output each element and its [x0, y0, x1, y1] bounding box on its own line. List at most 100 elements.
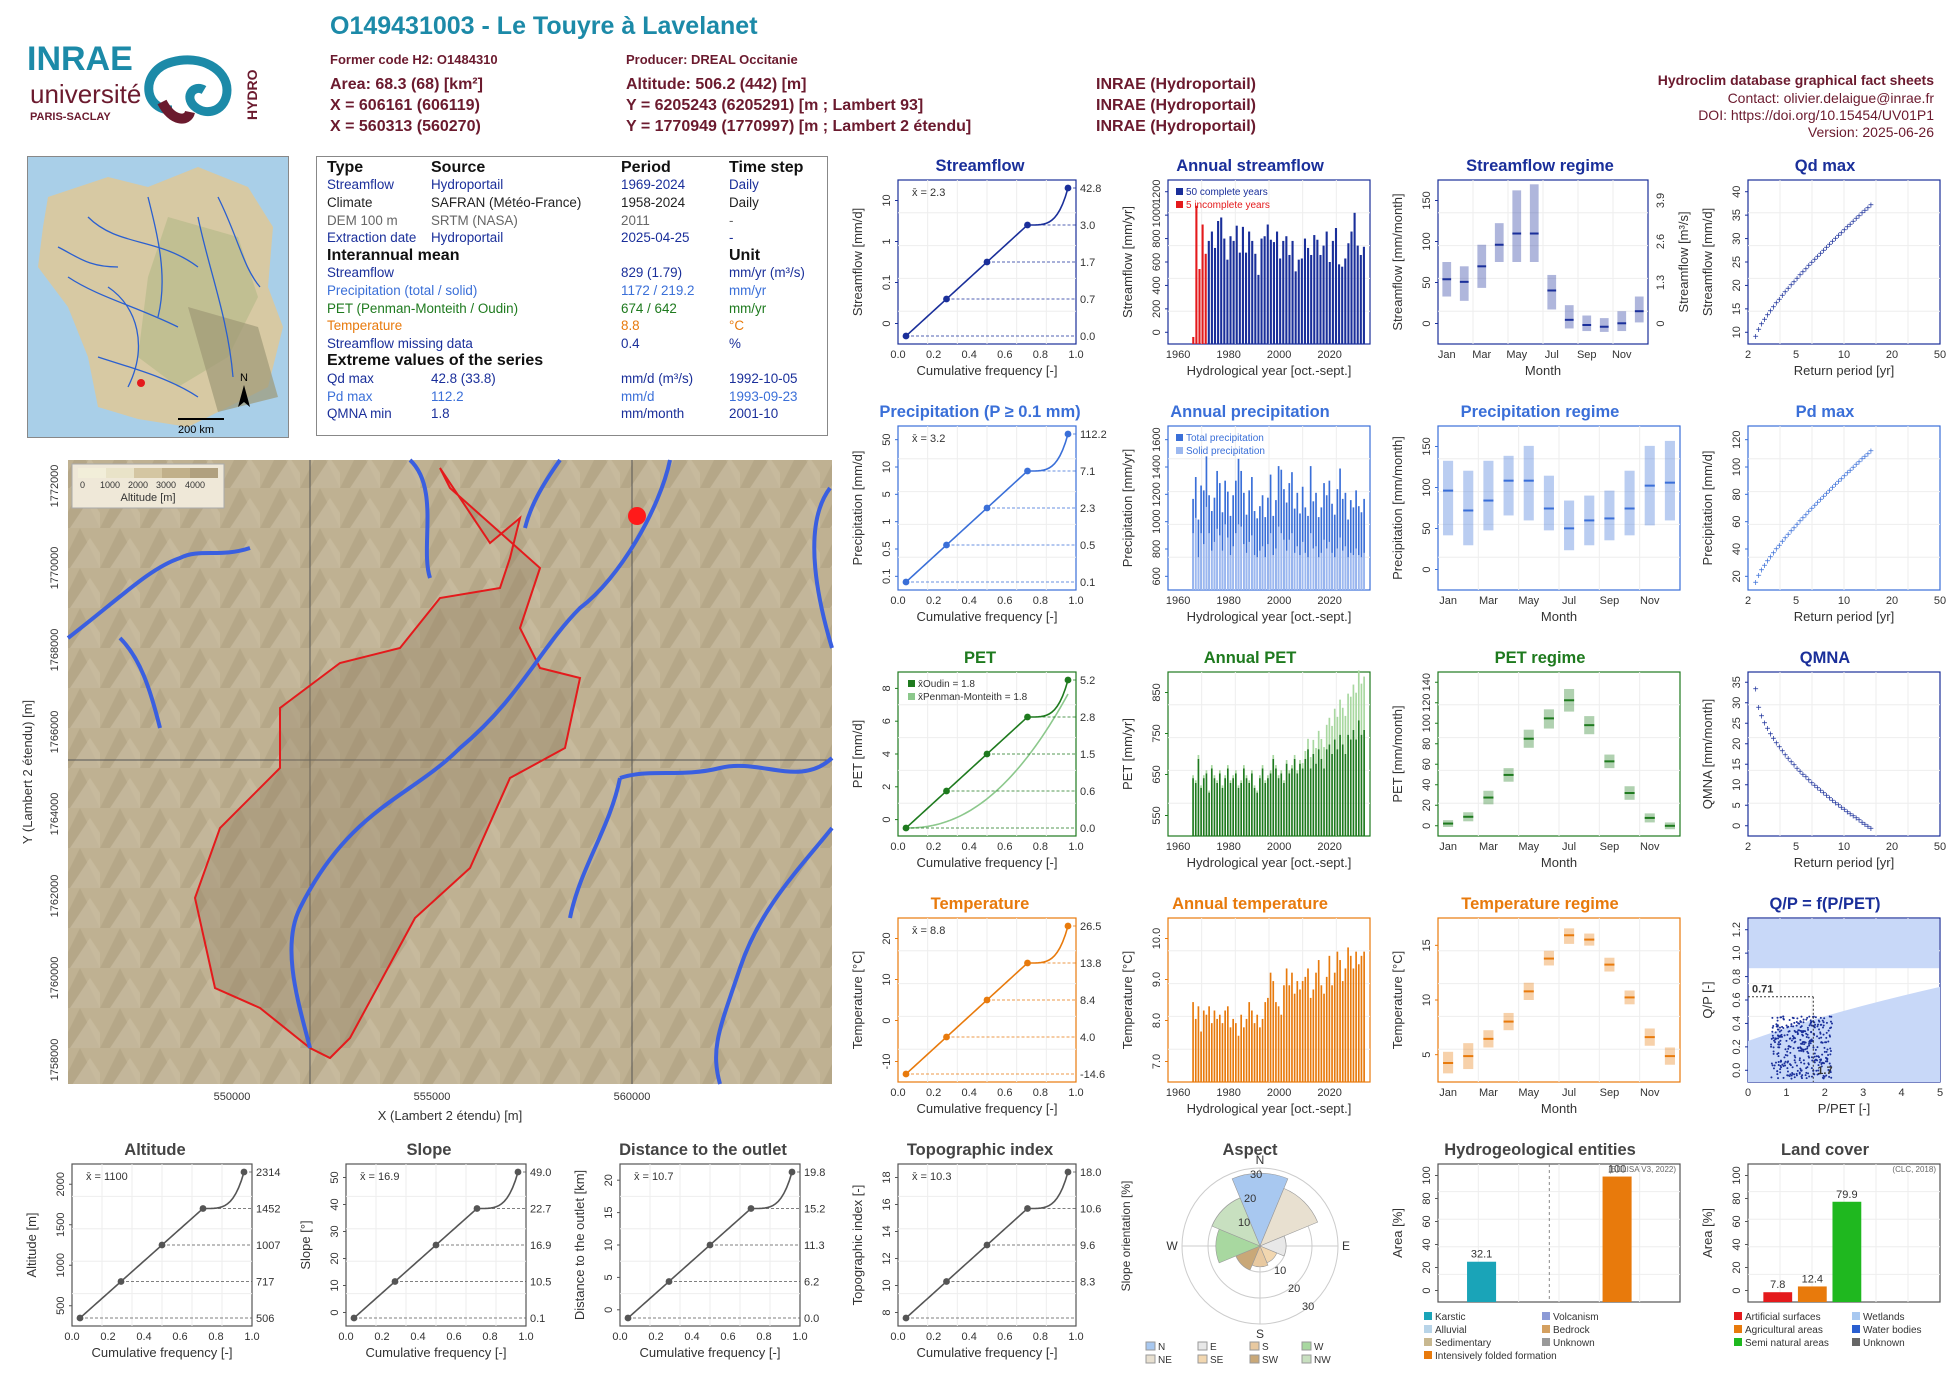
daily-point: [1771, 1034, 1774, 1037]
y-lambert2: Y = 1770949 (1770997) [m ; Lambert 2 éte…: [626, 118, 972, 135]
daily-point: [1802, 1048, 1805, 1051]
month-box: [1494, 223, 1504, 262]
year-bar: [1277, 1006, 1280, 1082]
chart-title: Annual PET: [1204, 649, 1297, 667]
return-period-point: +: [1844, 469, 1850, 480]
year-bar: [1243, 768, 1245, 836]
penman-bar: [1261, 765, 1264, 769]
return-period-point: +: [1841, 225, 1847, 236]
penman-bar: [1208, 790, 1210, 793]
year-bar: [1328, 744, 1331, 836]
x-tick-label: 1980: [1216, 595, 1240, 607]
return-period-point: +: [1803, 510, 1809, 521]
solid-precip-bar: [1312, 548, 1315, 590]
y-axis-label: Precipitation [mm/month]: [1390, 436, 1405, 580]
return-period-point: +: [1812, 781, 1818, 792]
year-bar: [1280, 773, 1283, 836]
y-tick-label: 10.0: [1151, 928, 1163, 949]
year-bar: [1341, 498, 1344, 590]
year-bar: [1355, 490, 1357, 590]
daily-point: [1801, 1033, 1804, 1036]
daily-point: [1820, 1058, 1823, 1061]
y-tick-label: 100: [1421, 1166, 1433, 1184]
x-tick-label: 0.4: [962, 595, 977, 607]
return-period-point: +: [1800, 770, 1806, 781]
solid-precip-bar: [1285, 550, 1288, 590]
penman-bar: [1344, 715, 1347, 754]
year-bar: [1269, 474, 1272, 590]
quantile-label: 7.1: [1080, 466, 1095, 478]
y-axis-label: PET [mm/month]: [1390, 705, 1405, 802]
penman-bar: [1352, 684, 1355, 730]
return-period-point: +: [1800, 267, 1806, 278]
return-period-point: +: [1797, 517, 1803, 528]
solid-precip-bar: [1269, 533, 1272, 590]
solid-precip-bar: [1218, 535, 1221, 590]
daily-point: [1807, 1062, 1810, 1065]
return-period-point: +: [1788, 527, 1794, 538]
penman-bar: [1307, 738, 1309, 750]
penman-bar: [1197, 754, 1200, 759]
return-period-point: +: [1833, 234, 1839, 245]
daily-point: [1786, 1067, 1789, 1070]
cardinal-label: W: [1166, 1239, 1178, 1253]
x-tick-label: 0.4: [962, 841, 977, 853]
quantile-label: 0.0: [804, 1313, 819, 1325]
x-tick-label: 10: [1838, 349, 1850, 361]
daily-point: [1779, 1071, 1782, 1074]
x-tick-label: 0.8: [756, 1331, 771, 1343]
daily-point: [1828, 1034, 1831, 1037]
y-tick-label: -10: [881, 1054, 893, 1070]
return-period-point: +: [1821, 492, 1827, 503]
x-axis-label: Return period [yr]: [1794, 363, 1894, 378]
solid-precip-bar: [1221, 550, 1224, 590]
x-tick-label: 0.6: [997, 841, 1012, 853]
year-bar: [1347, 243, 1350, 344]
year-bar: [1261, 768, 1264, 836]
x-tick-label: 0.6: [997, 1087, 1012, 1099]
daily-point: [1781, 1063, 1784, 1066]
x-tick-label: 0.0: [338, 1331, 353, 1343]
quantile-label: 10.6: [1080, 1204, 1101, 1216]
y-axis-label: Streamflow [mm/d]: [1700, 208, 1715, 316]
info-source: Hydroportail: [431, 177, 504, 193]
info-type: DEM 100 m: [327, 212, 398, 228]
return-period-point: +: [1856, 816, 1862, 827]
penman-bar: [1200, 785, 1202, 788]
year-bar: [1221, 1023, 1224, 1082]
daily-point: [1826, 1048, 1829, 1051]
year-bar: [1251, 477, 1253, 590]
year-bar: [1359, 254, 1362, 344]
quantile-label: 49.0: [530, 1167, 551, 1179]
year-bar: [1352, 968, 1355, 1082]
quantile-label: 26.5: [1080, 921, 1101, 933]
daily-point: [1782, 1076, 1785, 1079]
year-bar: [1244, 252, 1248, 344]
doi: DOI: https://doi.org/10.15454/UV01P1: [1698, 107, 1934, 123]
year-bar: [1223, 238, 1226, 344]
map-y-tick: 1768000: [49, 629, 61, 672]
year-bar: [1293, 508, 1296, 590]
daily-point: [1772, 1025, 1775, 1028]
daily-point: [1825, 1036, 1828, 1039]
x-tick-label: 2000: [1267, 595, 1291, 607]
solid-precip-bar: [1280, 533, 1283, 590]
hydro-logo: HYDRO: [144, 55, 260, 124]
year-bar: [1235, 773, 1237, 836]
x-lambert2: X = 560313 (560270): [330, 118, 481, 135]
y2-tick-label: 1.3: [1655, 275, 1667, 290]
bar-value-label: 100: [1608, 1164, 1626, 1176]
month-box: [1547, 274, 1557, 310]
solid-precip-bar: [1275, 548, 1277, 590]
return-period-point: +: [1759, 320, 1765, 331]
x-tick-label: 2000: [1267, 349, 1291, 361]
return-period-point: +: [1794, 274, 1800, 285]
year-bar: [1267, 778, 1269, 836]
x-tick-label: 0.6: [997, 349, 1012, 361]
month-box: [1523, 445, 1534, 521]
daily-point: [1777, 1063, 1780, 1066]
q-p-pet-chart: Q/P = f(P/PET) 0.0 0.2 0.4 0.6 0.8 1.0 1.2 0 1 2 3 4…: [1700, 895, 1943, 1116]
year-bar: [1213, 1010, 1216, 1082]
daily-point: [1825, 1074, 1828, 1077]
y-tick-label: 20: [1731, 570, 1743, 582]
